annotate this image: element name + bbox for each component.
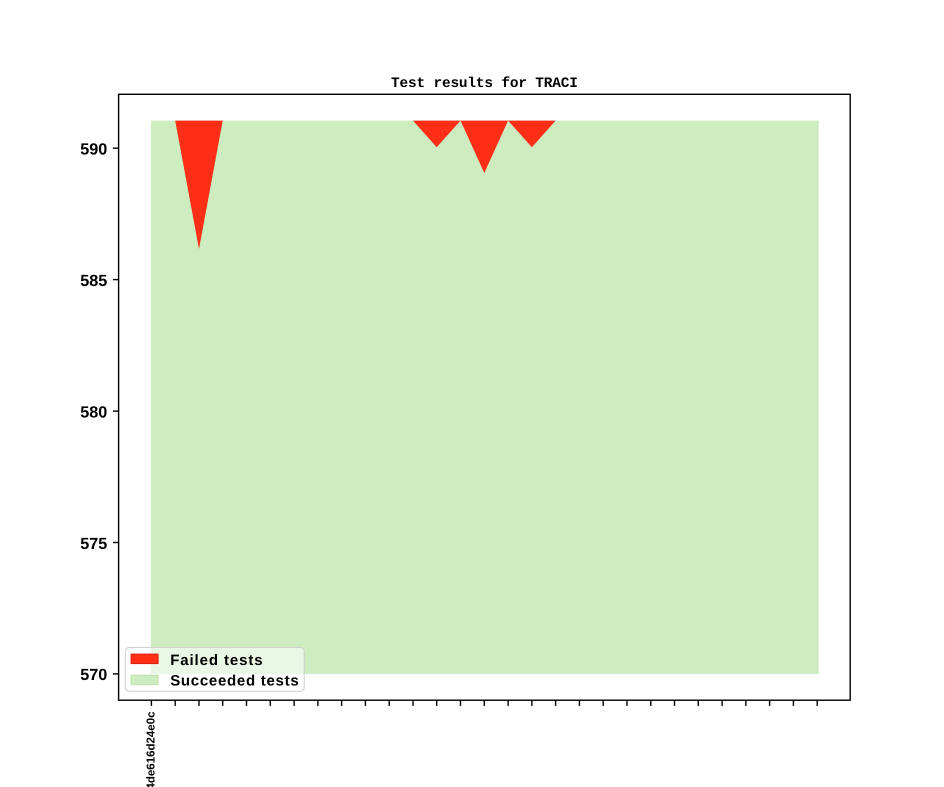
svg-text:575: 575 — [80, 535, 107, 553]
svg-text:Test results for TRACI: Test results for TRACI — [391, 76, 578, 92]
svg-text:Succeeded tests: Succeeded tests — [170, 673, 299, 690]
svg-text:570: 570 — [80, 666, 107, 684]
svg-text:4de616d24e0c: 4de616d24e0c — [146, 711, 158, 787]
svg-text:580: 580 — [80, 403, 107, 421]
svg-text:585: 585 — [80, 272, 107, 290]
svg-text:Failed tests: Failed tests — [170, 652, 263, 669]
svg-text:590: 590 — [80, 141, 107, 159]
